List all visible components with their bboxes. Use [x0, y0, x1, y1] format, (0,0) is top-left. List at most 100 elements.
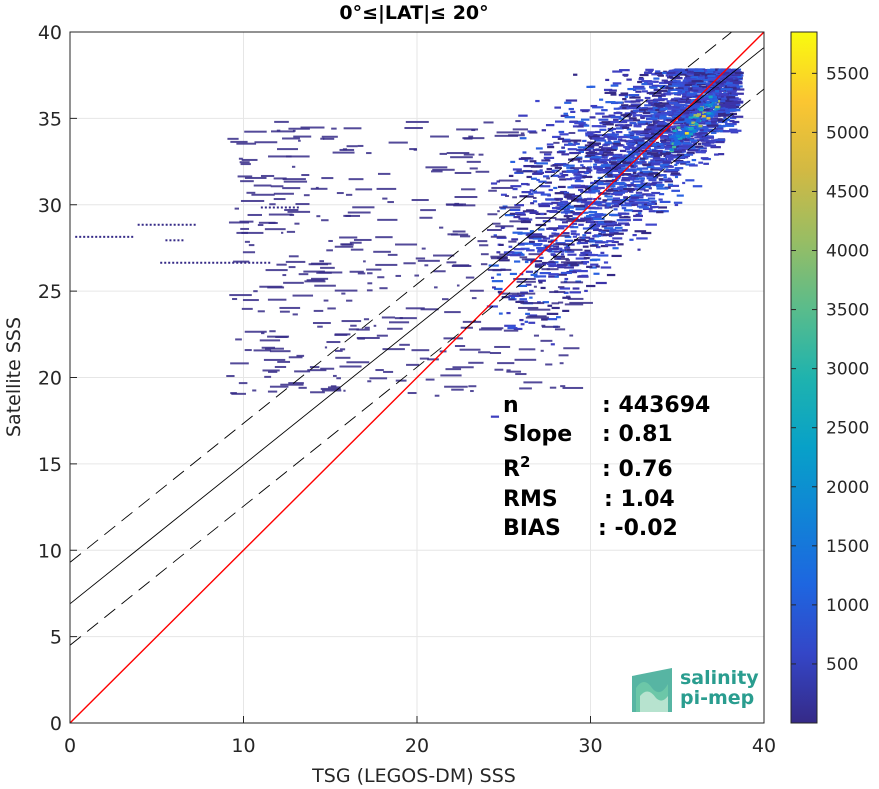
density-cell — [345, 193, 353, 196]
density-cell — [268, 155, 292, 158]
density-cell — [648, 172, 661, 175]
density-cell — [606, 189, 619, 192]
density-cell — [658, 178, 664, 181]
density-cell — [288, 382, 304, 385]
density-cell — [291, 165, 296, 168]
density-cell — [577, 240, 581, 244]
density-cell — [560, 200, 568, 203]
density-cell — [648, 69, 653, 72]
density-cell — [727, 76, 738, 79]
density-cell — [613, 203, 624, 206]
density-cell — [660, 107, 668, 111]
density-cell — [568, 225, 574, 228]
density-cell — [616, 160, 624, 163]
density-cell — [636, 167, 649, 170]
density-cell — [525, 316, 549, 319]
density-cell — [668, 114, 676, 117]
density-cell — [487, 268, 512, 271]
density-cell — [515, 211, 525, 215]
density-cell — [188, 261, 191, 264]
density-cell — [334, 349, 343, 352]
density-cell — [691, 112, 699, 115]
density-cell — [600, 137, 605, 140]
density-cell — [617, 135, 625, 139]
density-cell — [681, 137, 687, 140]
density-cell — [657, 124, 669, 127]
density-cell — [660, 136, 668, 139]
density-cell — [694, 100, 702, 104]
density-cell — [292, 206, 295, 209]
density-cell — [595, 152, 600, 155]
density-cell — [675, 156, 687, 159]
density-cell — [607, 133, 619, 136]
density-cell — [471, 297, 477, 300]
density-cell — [573, 173, 582, 176]
density-cell — [547, 304, 553, 307]
density-cell — [533, 244, 542, 247]
density-cell — [539, 256, 544, 259]
density-cell — [564, 266, 574, 269]
x-tick-label: 0 — [64, 735, 76, 757]
density-cell — [666, 73, 674, 76]
density-cell — [587, 141, 596, 144]
density-cell — [649, 86, 658, 89]
density-cell — [711, 121, 717, 124]
density-cell — [628, 146, 641, 149]
density-cell — [646, 142, 655, 145]
density-cell — [568, 142, 573, 145]
density-cell — [626, 150, 634, 153]
density-cell — [294, 222, 300, 225]
density-cell — [652, 101, 656, 105]
density-cell — [173, 239, 176, 242]
density-cell — [701, 142, 708, 145]
density-cell — [620, 114, 625, 117]
density-cell — [317, 325, 323, 328]
density-cell — [612, 197, 621, 200]
density-cell — [706, 68, 716, 72]
density-cell — [107, 235, 110, 238]
logo-line1: salinity — [680, 667, 759, 689]
density-cell — [617, 222, 629, 225]
density-cell — [556, 207, 561, 210]
density-cell — [621, 229, 628, 232]
density-cell — [589, 266, 597, 269]
density-cell — [666, 154, 671, 158]
density-cell — [565, 99, 578, 102]
density-cell — [655, 128, 664, 131]
density-cell — [559, 287, 571, 290]
density-cell — [699, 129, 704, 132]
density-cell — [698, 76, 705, 79]
density-cell — [479, 328, 502, 331]
density-cell — [606, 273, 616, 277]
density-hot-cell — [702, 116, 707, 120]
density-cell — [537, 279, 546, 282]
density-cell — [574, 186, 586, 189]
density-hot-cell — [711, 100, 716, 104]
density-cell — [629, 177, 639, 180]
density-cell — [655, 112, 661, 116]
density-cell — [314, 284, 336, 287]
density-cell — [373, 250, 391, 253]
density-cell — [131, 235, 134, 238]
density-cell — [486, 229, 502, 232]
density-cell — [711, 118, 718, 121]
density-cell — [653, 77, 660, 80]
density-cell — [643, 201, 650, 204]
density-cell — [452, 230, 466, 233]
density-hot-cell — [706, 117, 711, 120]
density-cell — [663, 118, 669, 121]
density-cell — [382, 348, 405, 351]
density-cell — [570, 167, 590, 170]
density-cell — [583, 124, 590, 127]
density-cell — [678, 115, 686, 118]
density-cell — [576, 125, 584, 128]
density-cell — [628, 117, 637, 120]
density-cell — [237, 175, 253, 178]
density-cell — [604, 149, 608, 152]
density-cell — [606, 204, 611, 207]
density-cell — [252, 389, 257, 392]
density-cell — [446, 152, 470, 155]
density-hot-cell — [671, 142, 676, 146]
density-cell — [694, 136, 706, 139]
density-cell — [708, 122, 716, 126]
